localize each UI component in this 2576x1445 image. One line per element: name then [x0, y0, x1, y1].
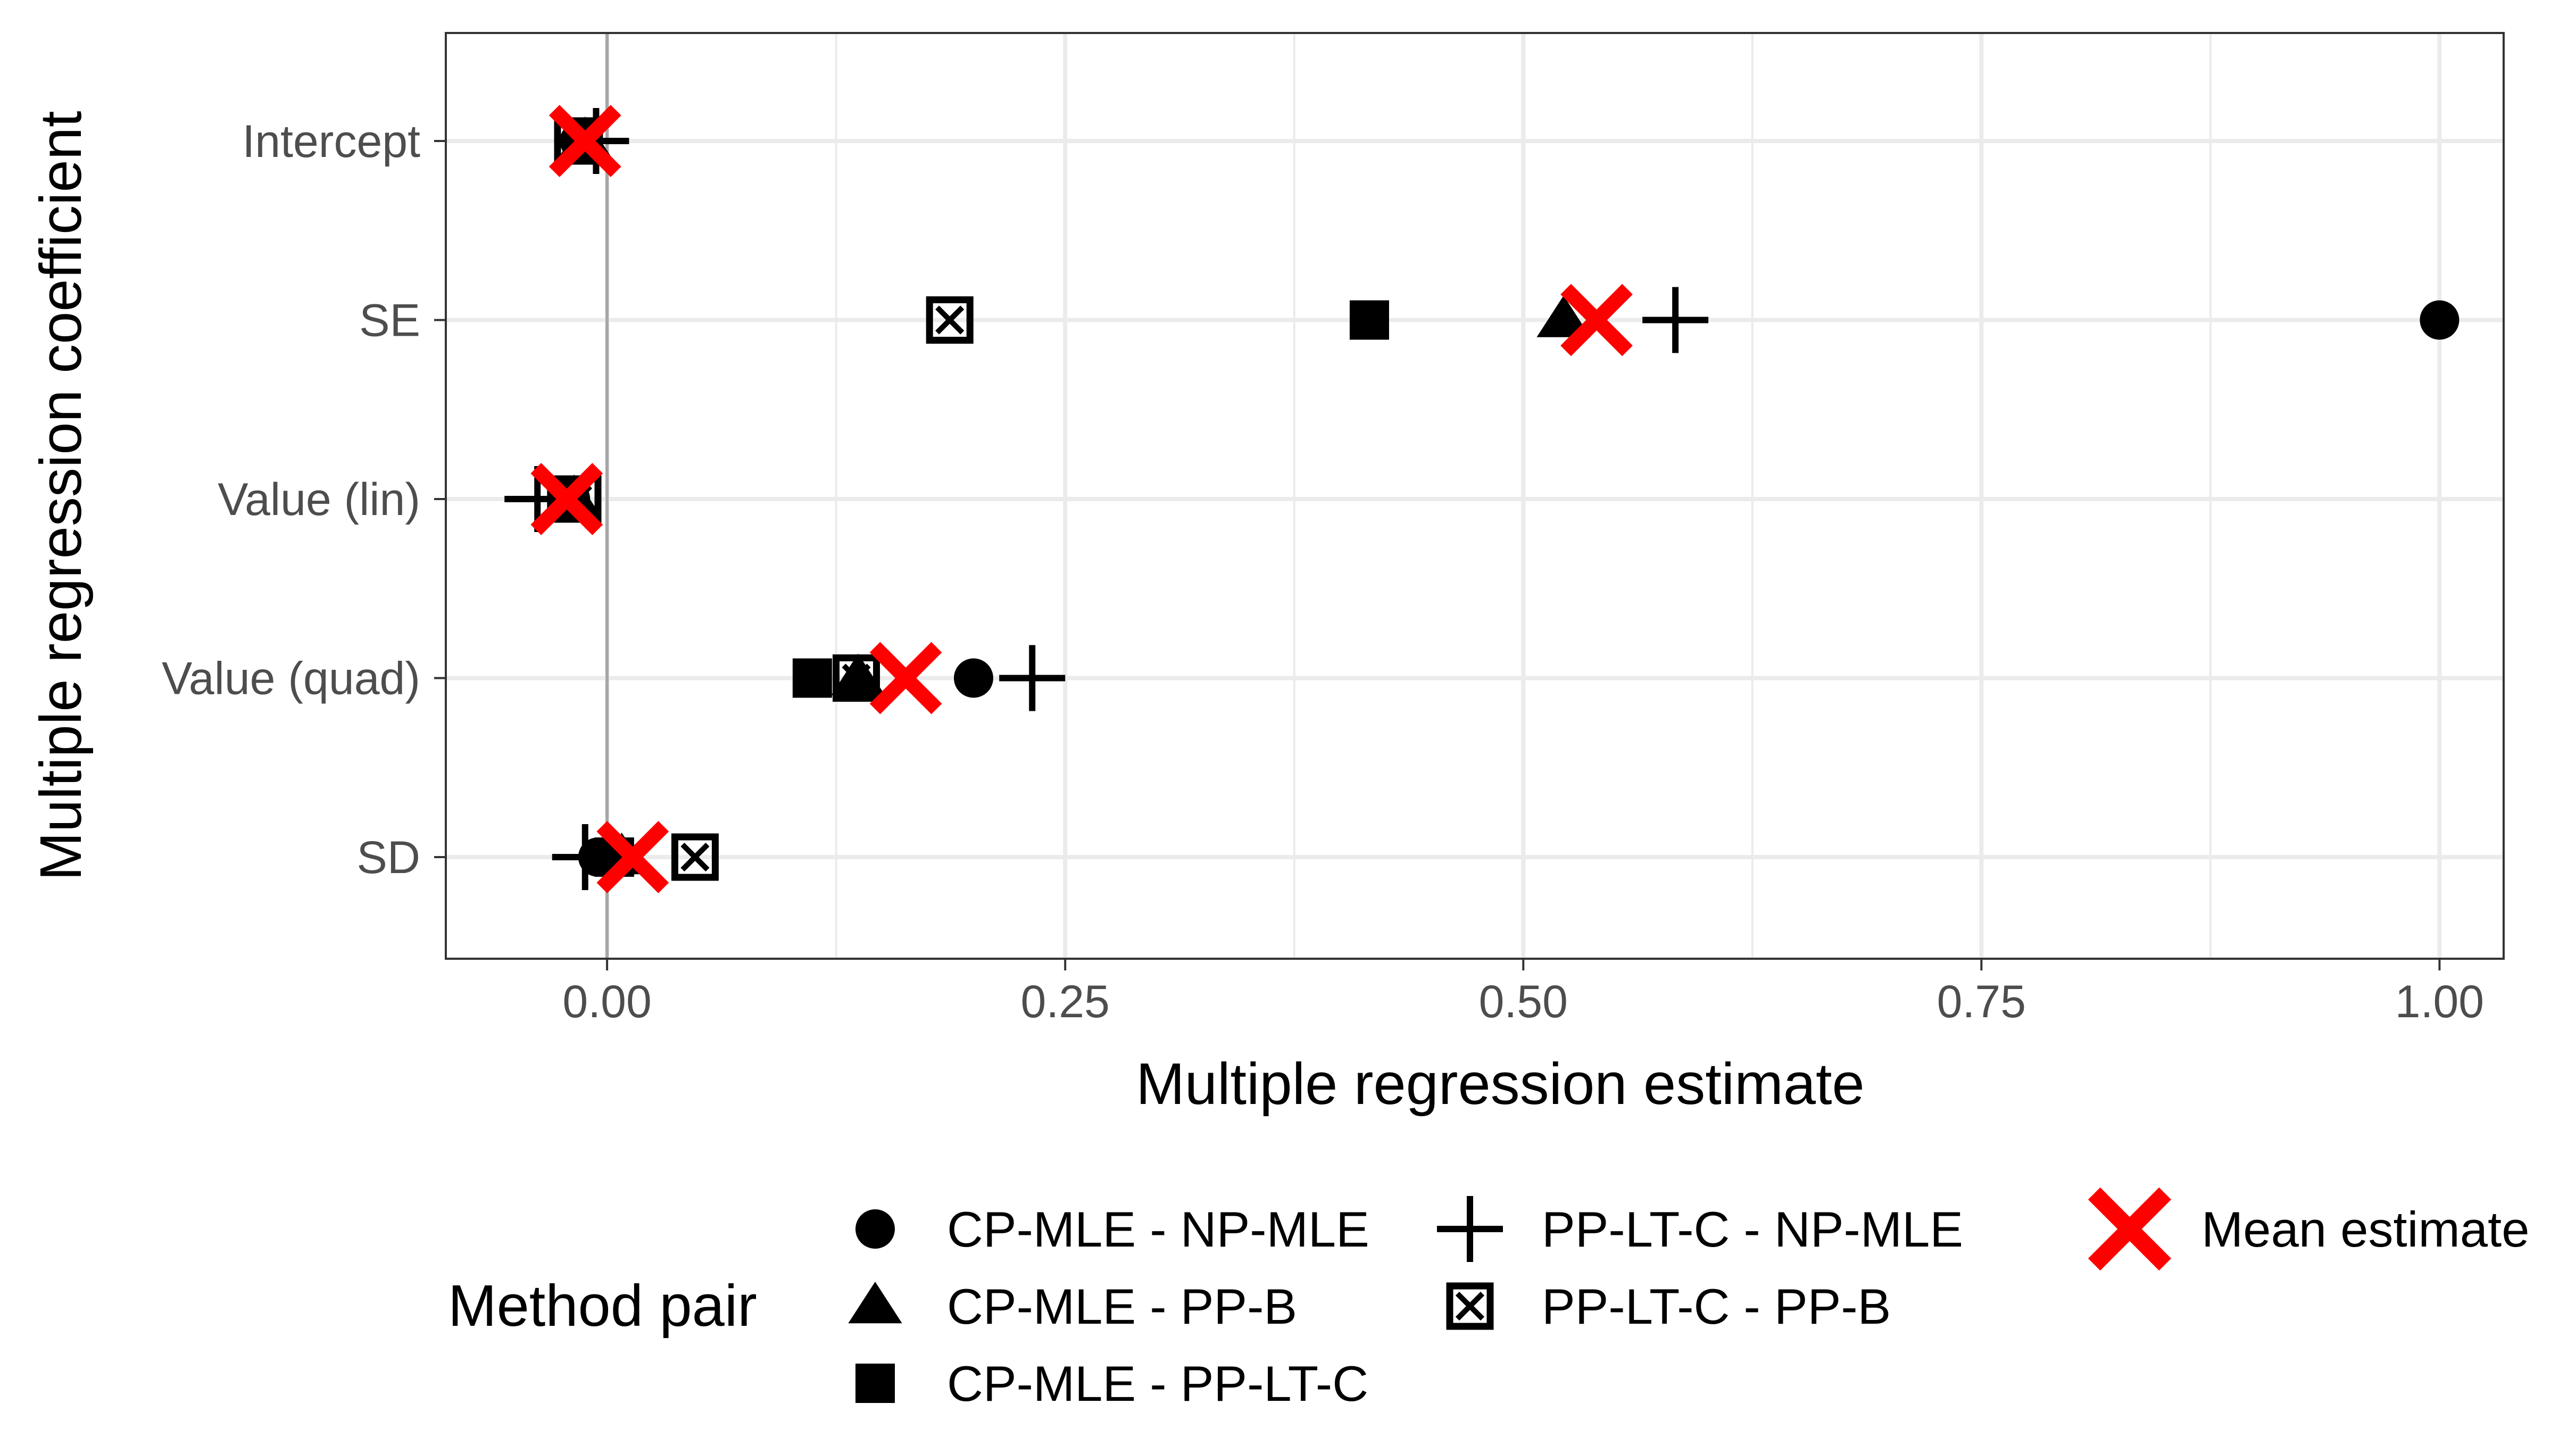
legend-key-x [2088, 1187, 2172, 1271]
mean-estimate-point [530, 463, 603, 535]
legend-item-label: Mean estimate [2201, 1201, 2530, 1257]
marker-square [792, 658, 832, 698]
legend-item: PP-LT-C - NP-MLE [1437, 1196, 1963, 1262]
marker-circle [953, 658, 993, 698]
marker-x2 [1455, 1291, 1485, 1321]
x-tick-label: 0.50 [1479, 976, 1568, 1027]
y-tick-label: Value (quad) [162, 653, 420, 704]
data-point-boxed-x [833, 654, 880, 702]
data-point-circle [2420, 300, 2459, 340]
legend-item-label: CP-MLE - PP-LT-C [947, 1356, 1368, 1411]
x-axis: 0.00 0.25 0.50 0.75 1.00 [562, 959, 2484, 1027]
panel-border [445, 32, 2505, 960]
mean-estimate-point [549, 105, 621, 177]
data-point-plus [552, 824, 618, 890]
legend-item: Mean estimate [2088, 1187, 2530, 1271]
marker-square [1349, 300, 1389, 340]
data-point-triangle [1536, 295, 1591, 337]
legend-item: CP-MLE - NP-MLE [855, 1201, 1369, 1257]
legend-item-label: CP-MLE - NP-MLE [947, 1201, 1369, 1257]
legend-item-label: PP-LT-C - NP-MLE [1542, 1201, 1963, 1257]
marker-x-2 [530, 463, 603, 535]
marker-box [1446, 1282, 1494, 1330]
mean-estimate-point [1560, 284, 1633, 356]
legend-key-triangle [848, 1282, 902, 1324]
y-tick-label: Intercept [242, 116, 420, 167]
marker-box [833, 654, 880, 702]
data-point-plus [999, 645, 1066, 711]
mean-estimate-markers [530, 105, 1633, 893]
marker-box [671, 833, 719, 881]
legend-key-plus [1437, 1196, 1503, 1262]
y-tick-label: SE [359, 295, 420, 346]
legend-item: PP-LT-C - PP-B [1446, 1278, 1891, 1334]
data-point-square [1349, 300, 1389, 340]
marker-x-2 [869, 642, 942, 715]
panel-grid [446, 33, 2504, 959]
x-tick-label: 1.00 [2395, 976, 2484, 1027]
legend-key-circle [855, 1209, 895, 1249]
mean-estimate-point [869, 642, 942, 715]
mean-estimate-point [596, 821, 669, 893]
legend: Method pair CP-MLE - NP-MLE CP-MLE - PP-B… [448, 1187, 2530, 1411]
legend-item: CP-MLE - PP-LT-C [855, 1356, 1368, 1411]
legend-title: Method pair [448, 1273, 757, 1339]
legend-items: CP-MLE - NP-MLE CP-MLE - PP-B CP-MLE - PP-… [848, 1187, 2530, 1411]
legend-item: CP-MLE - PP-B [848, 1278, 1297, 1334]
marker-circle [855, 1209, 895, 1249]
x-tick-label: 0.25 [1020, 976, 1109, 1027]
data-point-plus [1642, 287, 1709, 353]
legend-item-label: CP-MLE - PP-B [947, 1278, 1297, 1334]
y-axis: Intercept SE Value (lin) Value (quad) SD [162, 116, 446, 883]
marker-box [554, 117, 602, 165]
y-tick-label: SD [357, 832, 420, 883]
marker-x-2 [1560, 284, 1633, 356]
marker-x-2 [549, 105, 621, 177]
legend-key-boxed-x [1446, 1282, 1494, 1330]
y-axis-title: Multiple regression coefficient [28, 111, 94, 881]
marker-x-2 [2088, 1187, 2172, 1271]
marker-triangle [1536, 295, 1591, 337]
marker-x2 [842, 663, 871, 693]
marker-x-2 [596, 821, 669, 893]
data-point-circle [953, 658, 993, 698]
x-tick-label: 0.00 [562, 976, 651, 1027]
marker-x2 [935, 305, 965, 335]
marker-x2 [680, 842, 710, 872]
marker-circle [2420, 300, 2459, 340]
legend-key-square [855, 1364, 895, 1403]
data-point-square [792, 658, 832, 698]
x-tick-label: 0.75 [1937, 976, 2026, 1027]
x-axis-title: Multiple regression estimate [1136, 1051, 1864, 1117]
marker-square [855, 1364, 895, 1403]
legend-item-label: PP-LT-C - PP-B [1542, 1278, 1891, 1334]
marker-triangle [848, 1282, 902, 1324]
y-tick-label: Value (lin) [218, 474, 420, 525]
data-point-boxed-x [671, 833, 719, 881]
data-point-boxed-x [926, 296, 974, 344]
marker-box [926, 296, 974, 344]
